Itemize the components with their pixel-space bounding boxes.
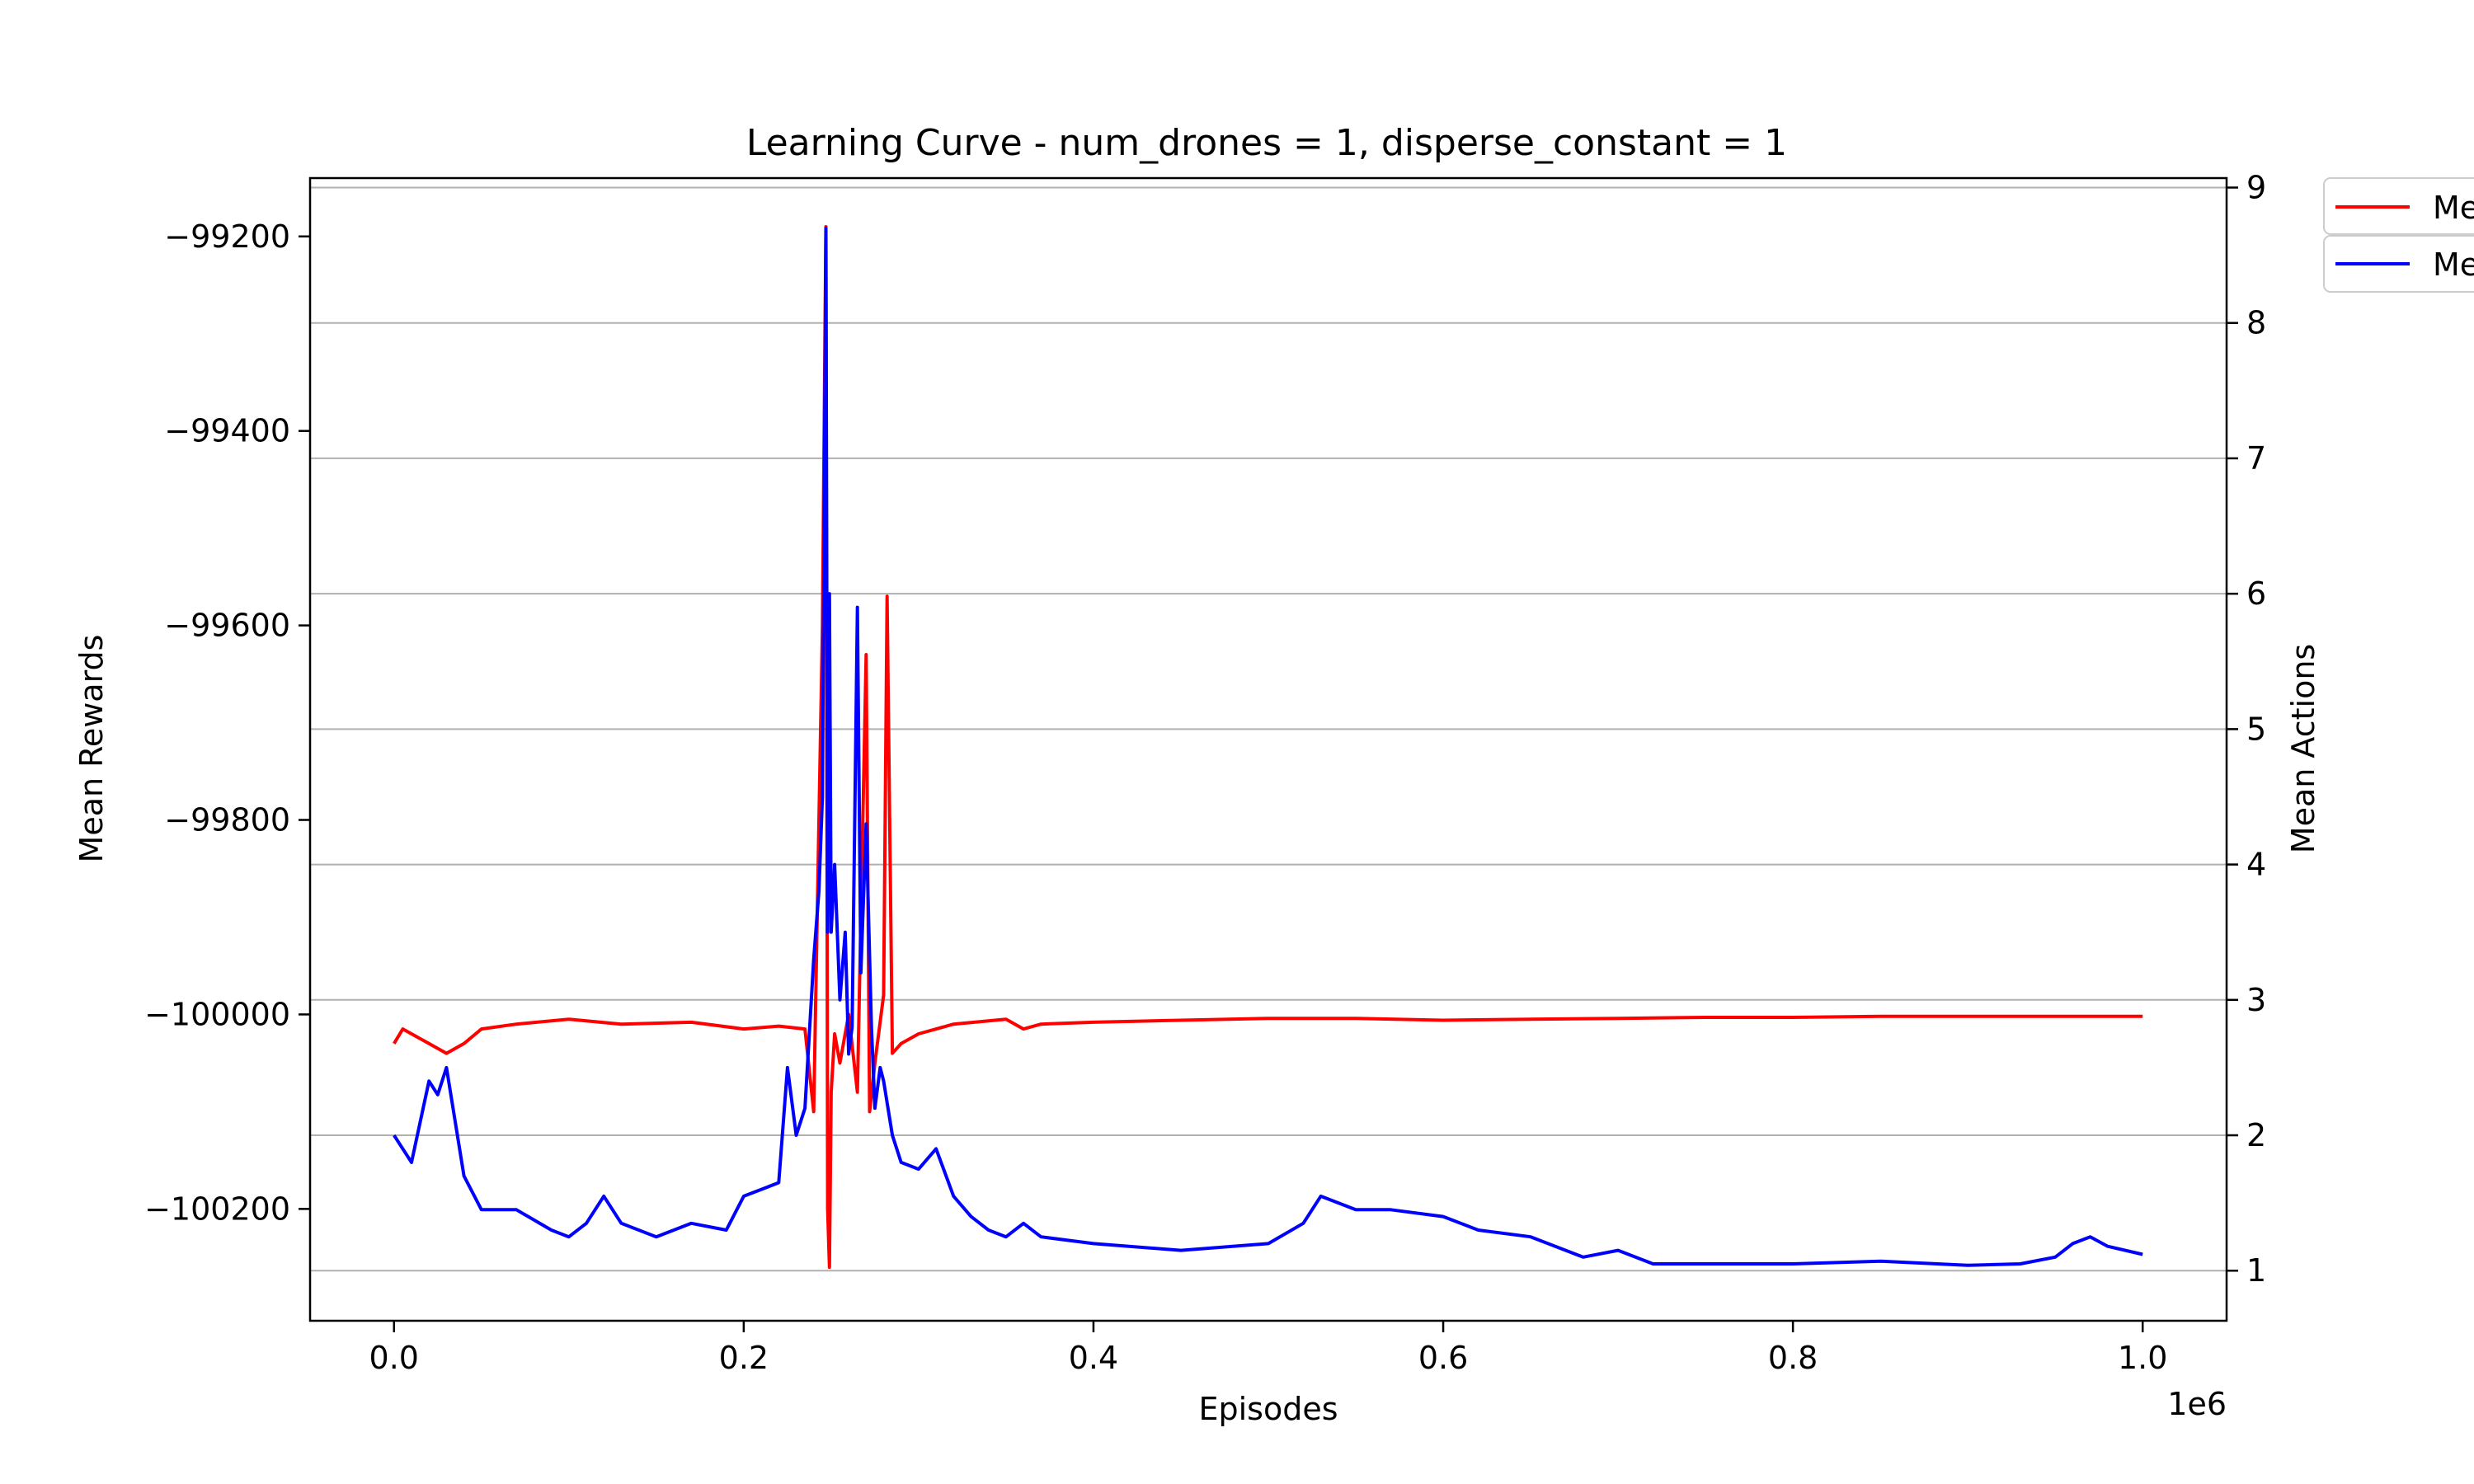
y-axis-left: −99200 −99400 −99600 −99800 −100000 −100200 xyxy=(144,218,310,1227)
x-tick-label-1: 0.2 xyxy=(719,1340,769,1376)
series-layer xyxy=(393,225,2143,1270)
y-right-tick-label-5: 6 xyxy=(2246,575,2266,612)
x-axis-label: Episodes xyxy=(1198,1391,1338,1427)
y-right-tick-label-4: 5 xyxy=(2246,711,2266,747)
series-line-1 xyxy=(393,225,2143,1270)
y-axis-left-label: Mean Rewards xyxy=(73,635,110,863)
x-offset-label: 1e6 xyxy=(2167,1386,2227,1422)
x-tick-label-3: 0.6 xyxy=(1418,1340,1468,1376)
x-axis: 0.0 0.2 0.4 0.6 0.8 1.0 xyxy=(369,1321,2167,1376)
legend: Me Me xyxy=(2323,177,2474,293)
legend-label-1: Me xyxy=(2433,190,2474,226)
y-right-tick-label-1: 2 xyxy=(2246,1117,2266,1153)
series-line-2 xyxy=(393,226,2143,1267)
chart-title: Learning Curve - num_drones = 1, dispers… xyxy=(746,122,1787,164)
gridlines xyxy=(310,186,2227,1272)
y-right-tick-label-6: 7 xyxy=(2246,440,2266,477)
y-right-tick-label-2: 3 xyxy=(2246,982,2266,1018)
y-left-tick-label-4: −100000 xyxy=(144,996,290,1032)
y-left-tick-label-5: −100200 xyxy=(144,1190,290,1227)
y-left-tick-label-0: −99200 xyxy=(164,218,290,255)
x-tick-label-5: 1.0 xyxy=(2118,1340,2167,1376)
y-right-tick-label-8: 9 xyxy=(2246,169,2266,205)
y-left-tick-label-1: −99400 xyxy=(164,413,290,449)
legend-label-2: Me xyxy=(2433,247,2474,283)
y-left-tick-label-3: −99800 xyxy=(164,802,290,838)
y-left-tick-label-2: −99600 xyxy=(164,608,290,644)
plot-frame xyxy=(308,176,2228,1322)
x-tick-label-4: 0.8 xyxy=(1768,1340,1818,1376)
y-right-tick-label-7: 8 xyxy=(2246,305,2266,341)
x-tick-label-0: 0.0 xyxy=(369,1340,419,1376)
y-axis-right-label: Mean Actions xyxy=(2285,644,2321,853)
y-right-tick-label-0: 1 xyxy=(2246,1252,2266,1289)
y-right-tick-label-3: 4 xyxy=(2246,847,2266,883)
x-tick-label-2: 0.4 xyxy=(1069,1340,1118,1376)
y-axis-right: 1 2 3 4 5 6 7 8 9 xyxy=(2227,169,2266,1289)
